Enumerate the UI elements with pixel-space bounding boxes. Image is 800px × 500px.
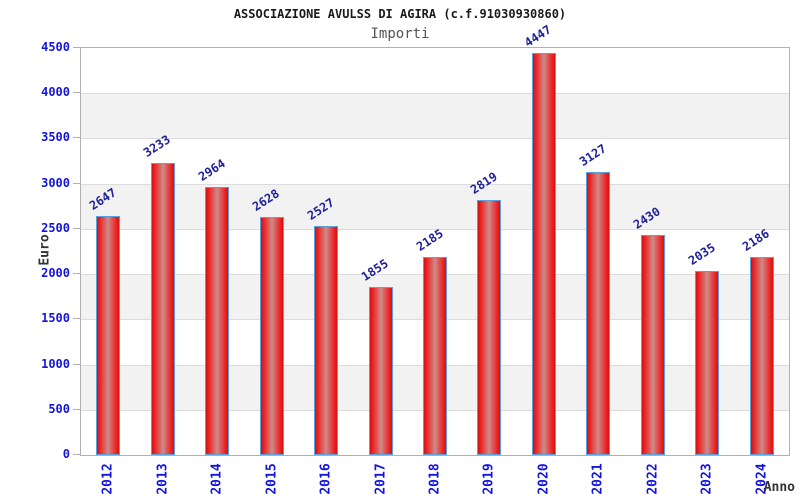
x-tick-label-2012: 2012 — [100, 463, 116, 495]
bar-2012 — [96, 215, 121, 455]
bar-2024 — [749, 257, 774, 455]
bar-2015 — [259, 217, 284, 455]
x-tick-label-2020: 2020 — [536, 463, 552, 495]
y-axis-title: Euro — [37, 234, 53, 266]
chart-subtitle: Importi — [370, 26, 430, 42]
y-tick-mark — [73, 227, 80, 229]
y-tick-mark — [73, 273, 80, 275]
y-tick-label: 4500 — [41, 40, 70, 54]
x-tick-label-2015: 2015 — [264, 463, 280, 495]
y-tick-mark — [73, 47, 80, 48]
x-tick-label-2017: 2017 — [373, 463, 389, 495]
y-tick-mark — [73, 137, 80, 139]
bar-2020 — [531, 52, 556, 455]
bar-2023 — [695, 270, 720, 455]
bar-2022 — [640, 235, 665, 455]
gridline — [81, 93, 789, 95]
chart-title: ASSOCIAZIONE AVULSS DI AGIRA (c.f.910309… — [233, 7, 567, 21]
x-tick-label-2019: 2019 — [481, 463, 497, 495]
bar-2021 — [586, 172, 611, 455]
y-tick-label: 0 — [62, 447, 70, 461]
y-tick-mark — [73, 363, 80, 365]
plot-band — [81, 183, 789, 229]
plot-area: 2647 3233 2964 2628 2527 1855 2185 2819 4447 3127… — [80, 22, 790, 456]
y-tick-mark — [73, 182, 80, 184]
gridline — [81, 138, 789, 140]
y-tick-label: 3000 — [41, 175, 70, 190]
y-tick-label: 2000 — [41, 266, 70, 281]
bar-2019 — [477, 200, 502, 455]
y-tick-label: 3500 — [41, 130, 70, 145]
y-tick-label: 1000 — [41, 356, 70, 371]
x-tick-label-2013: 2013 — [155, 463, 171, 495]
gridline — [81, 183, 789, 185]
bar-2016 — [314, 226, 339, 455]
bar-2017 — [368, 287, 393, 455]
y-tick-label: 4000 — [41, 85, 70, 100]
y-tick-label: 1500 — [41, 311, 70, 326]
bar-2013 — [150, 162, 175, 455]
gridline — [81, 228, 789, 230]
plot-band — [81, 48, 789, 94]
bar-2018 — [423, 257, 447, 455]
bar-2014 — [205, 186, 230, 455]
y-tick-label: 2500 — [41, 220, 70, 235]
y-tick-mark — [73, 92, 80, 94]
x-tick-label-2018: 2018 — [427, 463, 443, 495]
y-tick-mark — [73, 408, 80, 410]
plot-band — [81, 138, 789, 184]
x-tick-label-2022: 2022 — [645, 463, 661, 495]
x-tick-label-2021: 2021 — [590, 463, 606, 495]
plot-band — [81, 93, 789, 139]
y-tick-mark — [73, 318, 80, 320]
y-tick-mark — [73, 454, 80, 455]
y-tick-label: 500 — [48, 401, 70, 416]
x-tick-label-2014: 2014 — [209, 463, 225, 495]
x-tick-label-2016: 2016 — [318, 463, 334, 495]
x-axis-title: Anno — [763, 480, 795, 495]
x-tick-label-2023: 2023 — [699, 463, 715, 495]
